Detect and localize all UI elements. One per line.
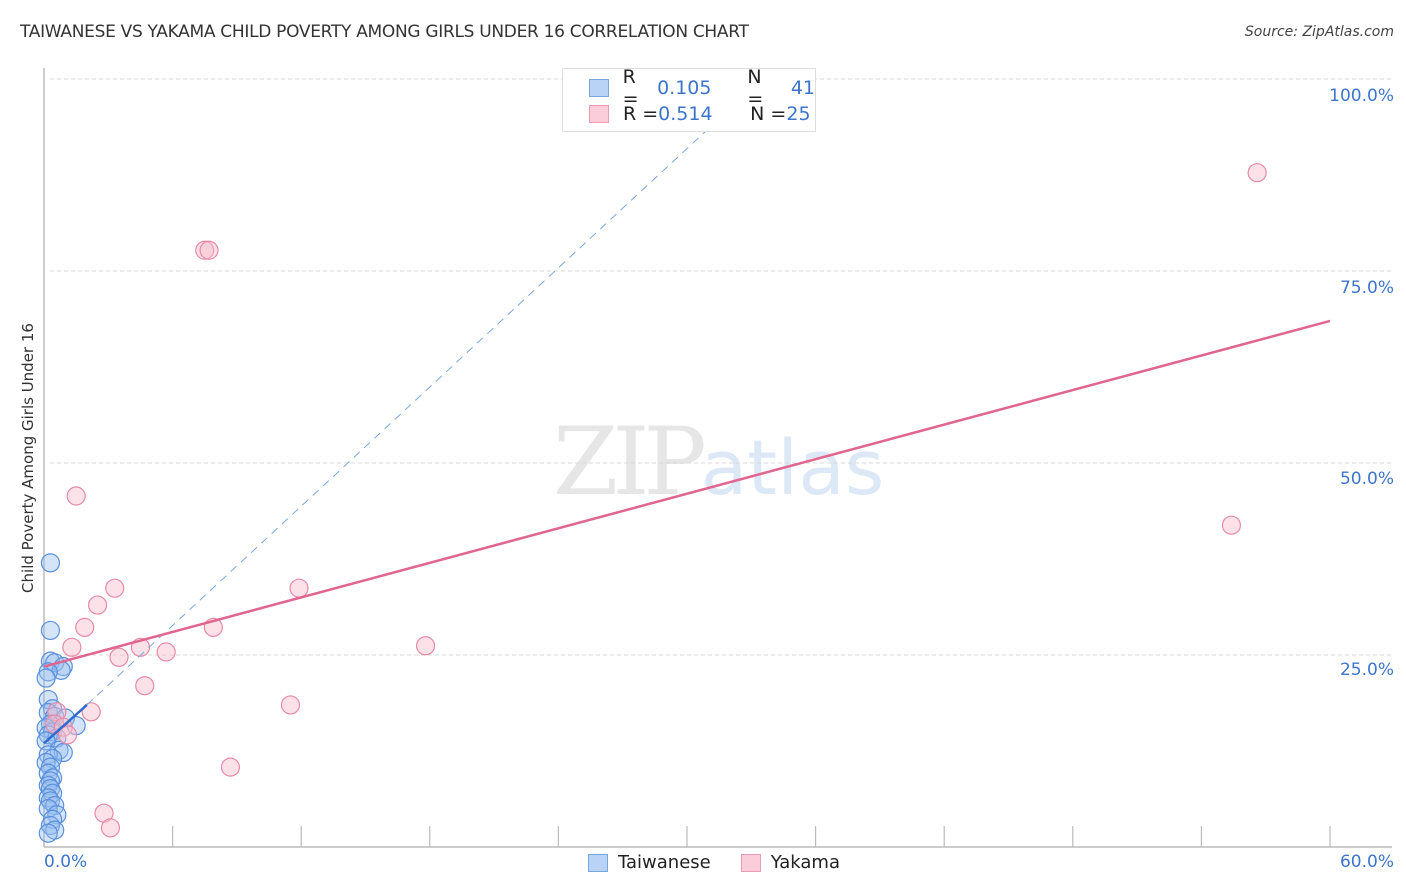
chart-title: TAIWANESE VS YAKAMA CHILD POVERTY AMONG …: [20, 22, 749, 42]
yakama-point[interactable]: [100, 818, 121, 838]
taiwanese-point[interactable]: [38, 823, 58, 843]
yakama-point[interactable]: [1221, 515, 1242, 535]
watermark-atlas: atlas: [700, 423, 885, 512]
y-tick-50: 50.0%: [1339, 469, 1394, 489]
legend-item-yakama[interactable]: Yakama: [740, 852, 840, 873]
yakama-point[interactable]: [105, 578, 125, 598]
yakama-point[interactable]: [81, 702, 101, 722]
taiwanese-swatch-icon: [589, 79, 609, 97]
n-label: N =: [747, 66, 764, 110]
y-tick-100: 100.0%: [1329, 86, 1394, 106]
yakama-point[interactable]: [280, 695, 301, 715]
r-label: R =: [622, 66, 639, 110]
legend-row-yakama: R = 0.514 N = 25: [589, 103, 811, 125]
yakama-point[interactable]: [62, 637, 82, 657]
trendlines: [43, 88, 1331, 745]
axes: [43, 68, 1392, 848]
yakama-point[interactable]: [135, 676, 155, 696]
x-tick-0: 0.0%: [44, 852, 88, 872]
yakama-swatch-icon: [589, 105, 609, 123]
n-label: N =: [750, 103, 787, 125]
taiwanese-trendline-extended: [86, 88, 752, 706]
yakama-point[interactable]: [156, 642, 176, 662]
taiwanese-points: [36, 553, 86, 843]
x-tick-60: 60.0%: [1339, 852, 1394, 872]
n-value-taiwanese: 41: [790, 77, 815, 99]
taiwanese-point[interactable]: [53, 742, 73, 763]
taiwanese-point[interactable]: [40, 553, 61, 573]
y-axis-label: Child Poverty Among Girls Under 16: [19, 323, 37, 593]
taiwanese-swatch-icon: [588, 853, 608, 872]
taiwanese-point[interactable]: [36, 668, 56, 688]
yakama-point[interactable]: [66, 486, 86, 506]
correlation-legend: R = 0.105 N = 41 R = 0.514 N = 25: [562, 66, 816, 132]
yakama-point[interactable]: [75, 617, 95, 637]
yakama-point[interactable]: [1247, 163, 1267, 183]
yakama-point[interactable]: [57, 725, 78, 745]
gridlines: [50, 78, 1392, 656]
series-legend: Taiwanese Yakama: [588, 852, 870, 873]
taiwanese-point[interactable]: [40, 620, 61, 641]
yakama-point[interactable]: [87, 595, 108, 615]
legend-item-taiwanese[interactable]: Taiwanese: [588, 852, 711, 873]
yakama-point[interactable]: [289, 578, 309, 598]
legend-label-yakama: Yakama: [770, 852, 840, 873]
yakama-swatch-icon: [740, 853, 761, 872]
yakama-trendline: [43, 319, 1331, 668]
r-label: R =: [623, 103, 659, 125]
yakama-point[interactable]: [199, 240, 219, 260]
y-tick-25: 25.0%: [1339, 660, 1394, 680]
r-value-taiwanese: 0.105: [657, 77, 712, 99]
n-value-yakama: 25: [786, 103, 811, 125]
taiwanese-point[interactable]: [38, 788, 58, 808]
taiwanese-trendline: [43, 703, 88, 745]
yakama-point[interactable]: [195, 240, 215, 260]
legend-label-taiwanese: Taiwanese: [618, 852, 711, 873]
source-label: Source: ZipAtlas.com: [1244, 24, 1394, 40]
r-value-yakama: 0.514: [658, 103, 713, 125]
y-tick-75: 75.0%: [1339, 278, 1394, 298]
yakama-point[interactable]: [109, 647, 129, 667]
yakama-points: [45, 163, 1267, 838]
legend-row-taiwanese: R = 0.105 N = 41: [589, 66, 815, 110]
yakama-point[interactable]: [415, 636, 436, 656]
yakama-point[interactable]: [220, 757, 241, 777]
